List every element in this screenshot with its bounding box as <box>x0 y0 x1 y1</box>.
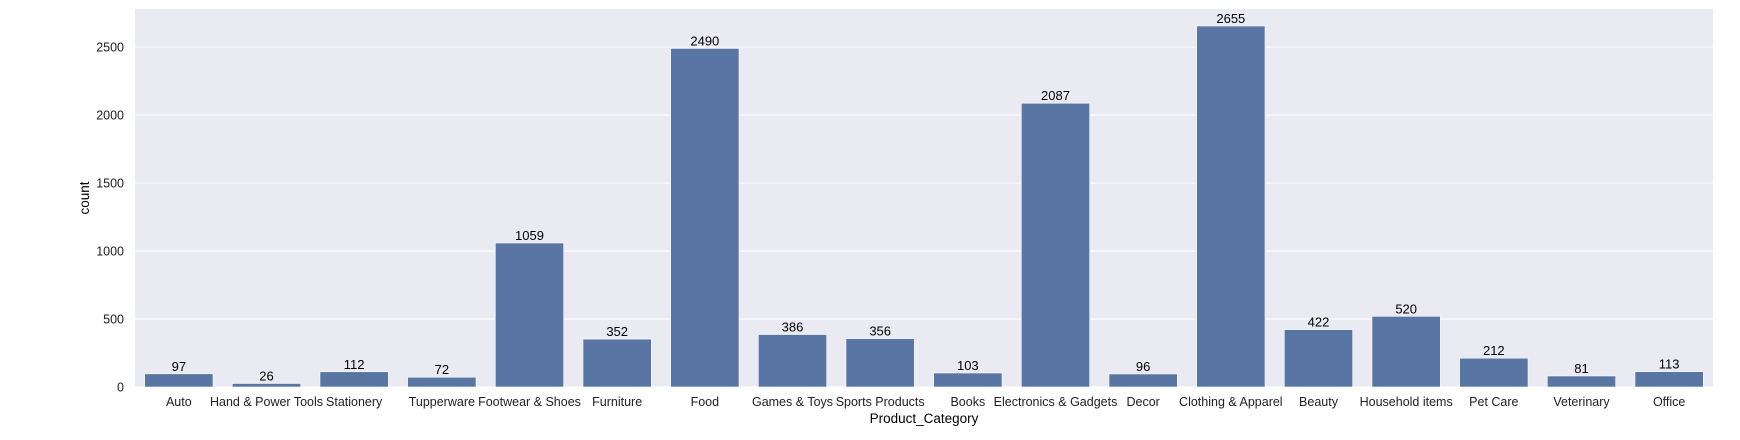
grid-lines <box>135 46 1713 388</box>
bar-value-label: 26 <box>259 368 273 383</box>
bar <box>1108 373 1178 388</box>
x-tick-label: Auto <box>166 395 192 409</box>
x-tick-label: Pet Care <box>1469 395 1518 409</box>
bar <box>758 334 827 388</box>
bar <box>933 372 1003 388</box>
bar-value-label: 1059 <box>515 228 544 243</box>
x-tick-label: Household items <box>1360 395 1453 409</box>
bar-value-label: 386 <box>782 320 804 335</box>
y-axis-label: count <box>77 181 92 214</box>
x-axis-ticks: Auto Hand & Power Tools Stationery Tupperwa… <box>166 395 1685 409</box>
bar <box>1196 25 1266 388</box>
bar <box>495 242 564 388</box>
y-tick-label: 2500 <box>96 41 124 55</box>
bar-value-label: 103 <box>957 358 979 373</box>
x-tick-label: Tupperware <box>409 395 475 409</box>
bar <box>1634 371 1704 388</box>
bar <box>845 338 915 388</box>
x-tick-label: Clothing & Apparel <box>1179 395 1283 409</box>
bar-value-label: 352 <box>606 324 628 339</box>
x-tick-label: Books <box>950 395 985 409</box>
x-tick-label: Electronics & Gadgets <box>994 395 1118 409</box>
y-axis-ticks: 0 500 1000 1500 2000 2500 <box>96 41 124 395</box>
bar-value-label: 113 <box>1659 357 1680 372</box>
bar-value-label: 520 <box>1395 301 1417 316</box>
bar <box>582 338 652 388</box>
bar <box>232 383 301 388</box>
bar-value-label: 112 <box>344 357 365 372</box>
bar-value-label: 97 <box>172 359 186 374</box>
bar-value-label: 72 <box>435 362 449 377</box>
bar <box>1021 102 1090 388</box>
x-axis-label: Product_Category <box>870 411 979 426</box>
y-tick-label: 1000 <box>96 245 124 259</box>
x-tick-label: Footwear & Shoes <box>478 395 581 409</box>
x-tick-label: Games & Toys <box>752 395 833 409</box>
bar <box>670 48 740 388</box>
bar <box>407 376 477 388</box>
bar-value-label: 96 <box>1136 359 1150 374</box>
x-tick-label: Veterinary <box>1553 395 1610 409</box>
bar <box>144 373 214 388</box>
bar-value-label: 2655 <box>1216 11 1245 26</box>
x-tick-label: Hand & Power Tools <box>210 395 323 409</box>
bars <box>144 25 1704 388</box>
y-tick-label: 500 <box>103 313 124 327</box>
bar-value-label: 2490 <box>690 33 719 48</box>
x-tick-label: Furniture <box>592 395 642 409</box>
bar <box>1459 357 1529 388</box>
plot-background <box>135 9 1713 387</box>
x-tick-label: Decor <box>1126 395 1159 409</box>
bar <box>1547 375 1616 388</box>
x-tick-label: Office <box>1653 395 1685 409</box>
bar-value-label: 2087 <box>1041 88 1070 103</box>
bar-value-label: 356 <box>869 324 891 339</box>
y-tick-label: 0 <box>117 381 124 395</box>
x-tick-label: Stationery <box>326 395 383 409</box>
x-tick-label: Beauty <box>1299 395 1339 409</box>
bar <box>319 371 389 388</box>
bar-value-label: 212 <box>1483 343 1505 358</box>
x-tick-label: Sports Products <box>836 395 925 409</box>
y-tick-label: 1500 <box>96 177 124 191</box>
bar <box>1371 315 1441 388</box>
bar-value-label: 422 <box>1308 315 1330 330</box>
bar <box>1284 329 1353 388</box>
bar-value-labels: 97 26 112 72 1059 352 2490 386 356 103 2087 96 2655 4… <box>172 11 1680 383</box>
bar-value-label: 81 <box>1574 361 1588 376</box>
x-tick-label: Food <box>691 395 720 409</box>
y-tick-label: 2000 <box>96 109 124 123</box>
